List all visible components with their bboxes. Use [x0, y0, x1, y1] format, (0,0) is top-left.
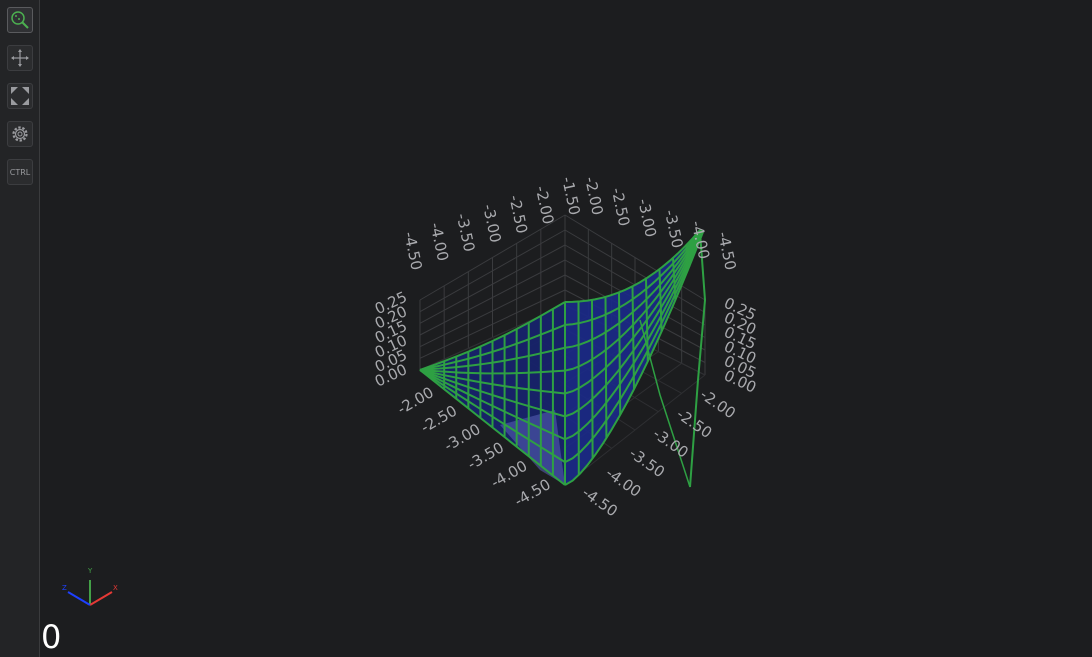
tick-label: -4.50 [400, 230, 426, 272]
zoom-icon [11, 11, 29, 29]
grid-line [419, 229, 566, 313]
wire-line [419, 369, 566, 418]
wire-line [564, 229, 702, 326]
tick-label: -2.50 [505, 193, 531, 235]
wire-line [564, 231, 704, 441]
wire-line [419, 369, 566, 463]
tick-label: -2.00 [581, 175, 607, 217]
grid-line [419, 214, 566, 301]
move-icon [11, 49, 29, 67]
tick-label: -3.00 [634, 197, 660, 239]
wire-line [419, 369, 566, 395]
wire-line [639, 319, 691, 488]
ctrl-label: CTRL [9, 167, 31, 177]
wire-line [419, 301, 566, 371]
tick-label: -4.50 [511, 475, 554, 510]
fit-view-button[interactable] [7, 83, 33, 109]
tick-label: -2.00 [697, 385, 739, 422]
tick-label: -4.00 [602, 464, 644, 501]
chart-3d-surface[interactable]: -2.00-2.50-3.00-3.50-4.00-4.50-2.00-2.50… [40, 0, 1092, 657]
zoom-button[interactable] [7, 7, 33, 33]
wire-line [564, 230, 703, 418]
wire-line [689, 231, 707, 488]
tick-label: -3.50 [453, 212, 479, 254]
grid-line [564, 374, 706, 486]
axes-gizmo: Y X Z [62, 567, 118, 606]
gizmo-y-label: Y [87, 567, 93, 575]
gizmo-z-label: Z [62, 584, 67, 592]
gizmo-x-axis [89, 591, 113, 606]
wire-line [564, 230, 703, 395]
tick-label: -1.50 [558, 175, 584, 217]
tick-label: -4.50 [714, 230, 740, 272]
gear-icon [12, 126, 28, 142]
tick-label: -3.50 [661, 208, 687, 250]
tick-label: -3.50 [626, 444, 668, 481]
wire-line [419, 369, 566, 486]
tick-label: -2.50 [608, 186, 634, 228]
fit-view-icon [11, 87, 29, 105]
settings-button[interactable] [7, 121, 33, 147]
ctrl-button[interactable]: CTRL [7, 159, 33, 185]
wire-line [419, 369, 566, 375]
wire-line [419, 323, 566, 371]
frame-counter: 0 [41, 618, 62, 656]
surface-mesh [419, 229, 707, 488]
wire-line [564, 230, 702, 372]
tick-label: -3.00 [650, 425, 692, 462]
tick-label: -4.00 [426, 221, 452, 263]
gizmo-z-axis [67, 591, 91, 606]
wire-line [419, 346, 566, 371]
wire-line [419, 369, 566, 441]
tick-label: -2.00 [532, 184, 558, 226]
tick-label: -3.00 [479, 203, 505, 245]
pan-button[interactable] [7, 45, 33, 71]
tick-label: -4.50 [579, 483, 621, 520]
wire-line [564, 231, 704, 464]
wire-line [564, 231, 704, 486]
wire-line [564, 229, 702, 349]
wire-line [564, 229, 701, 303]
gizmo-x-label: X [113, 584, 118, 592]
toolbar: CTRL [0, 0, 40, 657]
grid-line [564, 229, 706, 313]
